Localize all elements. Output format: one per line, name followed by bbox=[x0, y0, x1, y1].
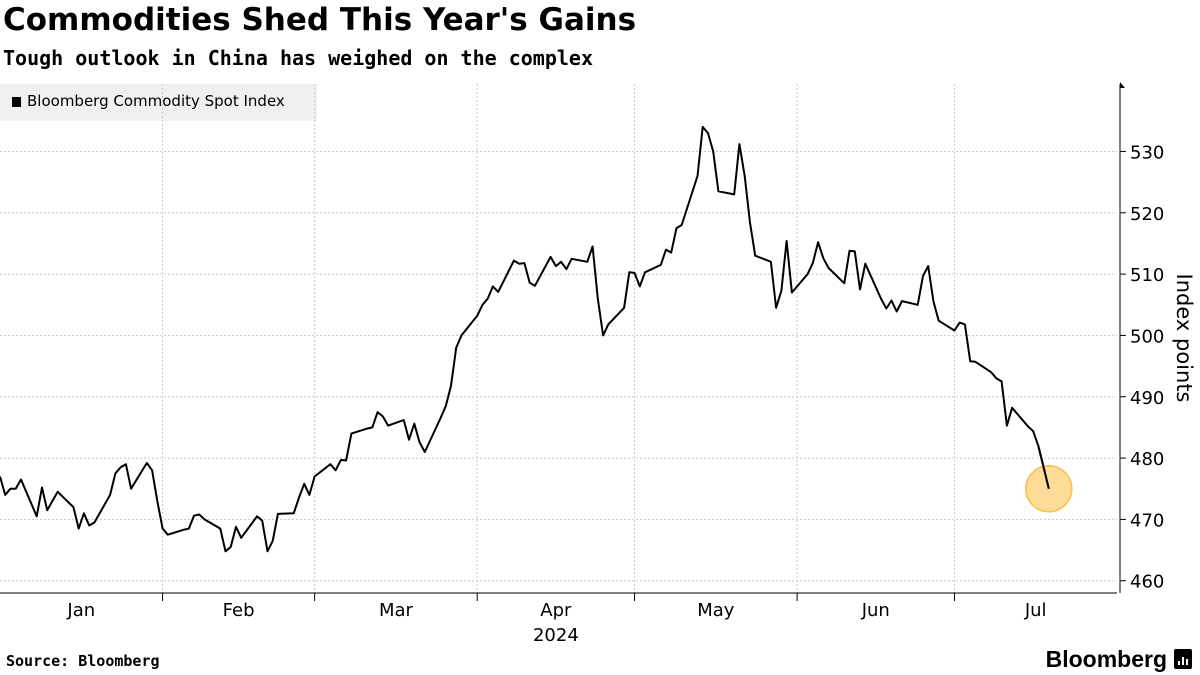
series-line-end bbox=[1037, 445, 1050, 489]
brand-logo-text: Bloomberg bbox=[1045, 646, 1167, 672]
x-tick-label: Jun bbox=[861, 600, 890, 621]
x-tick-label: May bbox=[697, 600, 735, 621]
y-tick-label: 470 bbox=[1130, 510, 1164, 531]
y-axis-arrow bbox=[1120, 82, 1125, 88]
y-axis-title: Index points bbox=[1172, 274, 1196, 403]
series-line bbox=[0, 125, 1050, 553]
y-tick-label: 530 bbox=[1130, 142, 1164, 163]
y-tick-label: 500 bbox=[1130, 326, 1164, 347]
x-tick-label: Apr bbox=[540, 600, 572, 621]
y-tick-label: 490 bbox=[1130, 388, 1164, 409]
x-tick-label: Jul bbox=[1024, 600, 1047, 621]
x-tick-label: Mar bbox=[379, 600, 414, 621]
y-tick-label: 460 bbox=[1130, 572, 1164, 593]
y-tick-label: 510 bbox=[1130, 265, 1164, 286]
series-layer bbox=[0, 125, 1073, 553]
legend-swatch bbox=[12, 97, 21, 107]
legend: Bloomberg Commodity Spot Index bbox=[0, 84, 317, 121]
y-tick-label: 480 bbox=[1130, 449, 1164, 470]
grid-lines bbox=[0, 84, 1117, 593]
legend-label: Bloomberg Commodity Spot Index bbox=[27, 92, 285, 110]
last-point-highlight bbox=[1025, 464, 1073, 513]
x-tick-label: Jan bbox=[66, 600, 95, 621]
bar-chart-icon bbox=[1174, 649, 1192, 669]
axis-labels: 460 470 480 490 500 510 520 530 Jan Feb Mar Apr May J… bbox=[66, 142, 1196, 646]
year-label: 2024 bbox=[533, 625, 579, 646]
y-tick-label: 520 bbox=[1130, 204, 1164, 225]
chart-title: Commodities Shed This Year's Gains bbox=[3, 2, 637, 38]
chart-subtitle: Tough outlook in China has weighed on th… bbox=[3, 46, 594, 70]
source-note: Source: Bloomberg bbox=[6, 652, 160, 670]
axes bbox=[0, 82, 1126, 601]
x-tick-label: Feb bbox=[223, 600, 255, 621]
